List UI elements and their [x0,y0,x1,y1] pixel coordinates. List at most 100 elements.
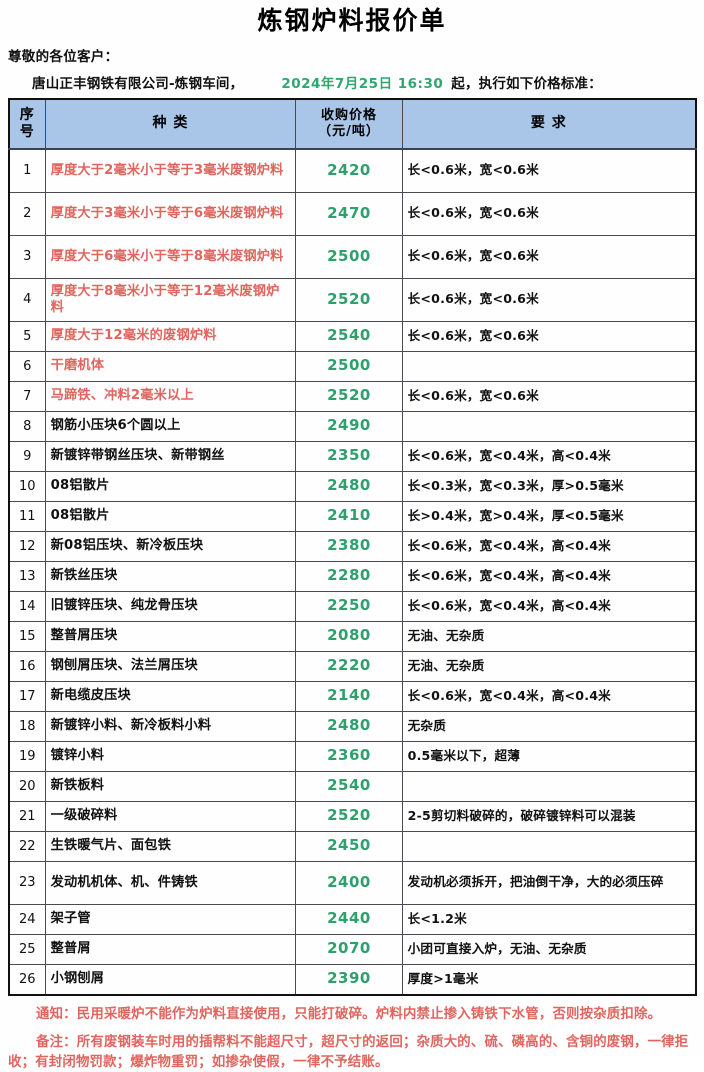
page-title: 炼钢炉料报价单 [257,6,447,35]
cell-price: 2500 [295,234,403,279]
effective-datetime: 2024年7月25日 16:30 [281,75,444,92]
cell-requirement: 0.5毫米以下，超薄 [401,740,697,772]
cell-requirement: 长<0.6米，宽<0.6米 [401,234,697,279]
cell-category: 发动机机体、机、件铸铁 [44,860,297,905]
cell-price: 2480 [295,710,403,742]
table-row: 1 厚度大于2毫米小于等于3毫米废钢炉料 2420 长<0.6米，宽<0.6米 [8,148,697,193]
table-row: 15 整普屑压块 2080 无油、无杂质 [8,620,697,652]
cell-category: 钢刨屑压块、法兰屑压块 [44,650,297,682]
table-row: 7 马蹄铁、冲料2毫米以上 2520 长<0.6米，宽<0.6米 [8,380,697,412]
cell-price: 2350 [295,440,403,472]
price-table: 序 号 种 类 收购价格 （元/吨） 要 求 1 厚度大于2毫米小于等于3毫米废钢… [8,97,697,996]
cell-price: 2220 [295,650,403,682]
header-type: 种 类 [44,98,297,150]
cell-index: 22 [8,830,46,862]
cell-requirement: 无油、无杂质 [401,620,697,652]
cell-index: 23 [8,860,46,905]
cell-category: 生铁暖气片、面包铁 [44,830,297,862]
cell-category: 新08铝压块、新冷板压块 [44,530,297,562]
cell-index: 12 [8,530,46,562]
cell-index: 15 [8,620,46,652]
cell-index: 16 [8,650,46,682]
cell-price: 2490 [295,410,403,442]
cell-price: 2250 [295,590,403,622]
cell-category: 小钢刨屑 [44,963,297,996]
cell-price: 2540 [295,320,403,352]
table-row: 2 厚度大于3毫米小于等于6毫米废钢炉料 2470 长<0.6米，宽<0.6米 [8,191,697,236]
table-row: 17 新电缆皮压块 2140 长<0.6米，宽<0.4米，高<0.4米 [8,680,697,712]
table-row: 16 钢刨屑压块、法兰屑压块 2220 无油、无杂质 [8,650,697,682]
cell-category: 厚度大于12毫米的废钢炉料 [44,320,297,352]
cell-category: 整普屑压块 [44,620,297,652]
notes-section: 通知：民用采暖炉不能作为炉料直接使用，只能打破碎。炉料内禁止掺入铸铁下水管，否则… [8,1005,696,1072]
table-row: 22 生铁暖气片、面包铁 2450 [8,830,697,862]
cell-requirement: 长<0.6米，宽<0.4米，高<0.4米 [401,530,697,562]
cell-requirement: 长<0.6米，宽<0.4米，高<0.4米 [401,680,697,712]
table-row: 8 钢筋小压块6个圆以上 2490 [8,410,697,442]
cell-price: 2420 [295,148,403,193]
table-row: 6 干磨机体 2500 [8,350,697,382]
table-row: 13 新铁丝压块 2280 长<0.6米，宽<0.4米，高<0.4米 [8,560,697,592]
cell-category: 旧镀锌压块、纯龙骨压块 [44,590,297,622]
cell-price: 2540 [295,770,403,802]
header-requirement: 要 求 [401,98,697,150]
cell-price: 2500 [295,350,403,382]
cell-requirement: 长<0.6米，宽<0.6米 [401,380,697,412]
company-name: 唐山正丰钢铁有限公司-炼钢车间， [32,75,244,92]
header-price-line1: 收购价格 [320,108,377,124]
cell-index: 18 [8,710,46,742]
cell-category: 镀锌小料 [44,740,297,772]
cell-category: 新铁丝压块 [44,560,297,592]
cell-price: 2380 [295,530,403,562]
cell-category: 新电缆皮压块 [44,680,297,712]
cell-index: 11 [8,500,46,532]
cell-requirement [401,350,697,382]
cell-requirement [401,770,697,802]
cell-requirement: 小团可直接入炉，无油、无杂质 [401,933,697,965]
table-row: 3 厚度大于6毫米小于等于8毫米废钢炉料 2500 长<0.6米，宽<0.6米 [8,234,697,279]
table-row: 12 新08铝压块、新冷板压块 2380 长<0.6米，宽<0.4米，高<0.4米 [8,530,697,562]
cell-category: 整普屑 [44,933,297,965]
cell-category: 08铝散片 [44,470,297,502]
cell-category: 厚度大于6毫米小于等于8毫米废钢炉料 [44,234,297,279]
cell-price: 2520 [295,380,403,412]
price-table-body: 1 厚度大于2毫米小于等于3毫米废钢炉料 2420 长<0.6米，宽<0.6米 2 厚度大… [8,148,697,996]
cell-category: 架子管 [44,903,297,935]
cell-index: 14 [8,590,46,622]
table-row: 14 旧镀锌压块、纯龙骨压块 2250 长<0.6米，宽<0.4米，高<0.4米 [8,590,697,622]
greeting-line: 尊敬的各位客户： [8,48,119,65]
cell-requirement: 长<0.6米，宽<0.4米，高<0.4米 [401,560,697,592]
cell-requirement: 发动机必须拆开，把油倒干净，大的必须压碎 [401,860,697,905]
cell-category: 钢筋小压块6个圆以上 [44,410,297,442]
cell-index: 2 [8,191,46,236]
cell-requirement: 无油、无杂质 [401,650,697,682]
cell-index: 4 [8,277,46,322]
effective-suffix: 起，执行如下价格标准： [451,75,602,92]
cell-price: 2480 [295,470,403,502]
cell-index: 9 [8,440,46,472]
cell-category: 新铁板料 [44,770,297,802]
cell-price: 2080 [295,620,403,652]
cell-price: 2400 [295,860,403,905]
table-row: 23 发动机机体、机、件铸铁 2400 发动机必须拆开，把油倒干净，大的必须压碎 [8,860,697,905]
header-no: 序 号 [8,98,46,150]
cell-category: 厚度大于3毫米小于等于6毫米废钢炉料 [44,191,297,236]
cell-requirement: 长<0.6米，宽<0.6米 [401,277,697,322]
table-row: 25 整普屑 2070 小团可直接入炉，无油、无杂质 [8,933,697,965]
table-row: 4 厚度大于8毫米小于等于12毫米废钢炉料 2520 长<0.6米，宽<0.6米 [8,277,697,322]
cell-index: 8 [8,410,46,442]
table-row: 24 架子管 2440 长<1.2米 [8,903,697,935]
table-row: 9 新镀锌带钢丝压块、新带钢丝 2350 长<0.6米，宽<0.4米，高<0.4米 [8,440,697,472]
cell-index: 19 [8,740,46,772]
cell-price: 2390 [295,963,403,996]
cell-index: 6 [8,350,46,382]
effective-line: 唐山正丰钢铁有限公司-炼钢车间， 2024年7月25日 16:30 起，执行如下价格… [32,72,704,92]
table-row: 21 一级破碎料 2520 2-5剪切料破碎的，破碎镀锌料可以混装 [8,800,697,832]
cell-category: 厚度大于8毫米小于等于12毫米废钢炉料 [44,277,297,322]
header-price: 收购价格 （元/吨） [295,98,403,150]
cell-price: 2070 [295,933,403,965]
table-row: 26 小钢刨屑 2390 厚度>1毫米 [8,963,697,996]
cell-requirement: 厚度>1毫米 [401,963,697,996]
cell-price: 2410 [295,500,403,532]
